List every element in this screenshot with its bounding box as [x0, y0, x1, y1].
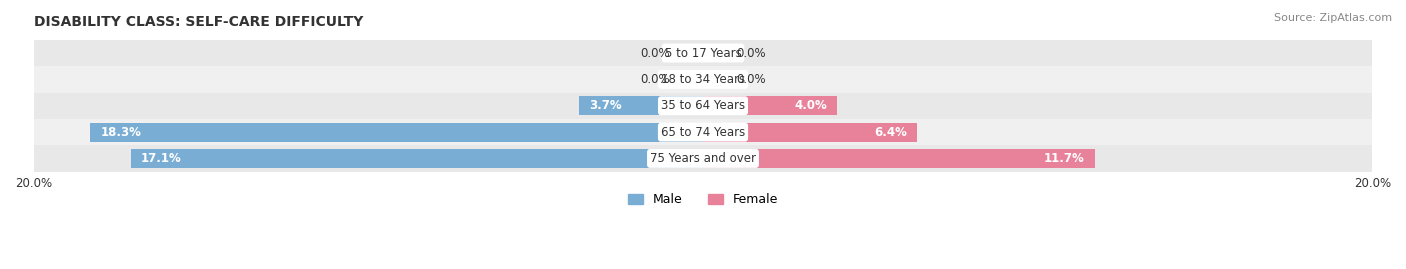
Legend: Male, Female: Male, Female	[623, 189, 783, 211]
Text: 0.0%: 0.0%	[737, 47, 766, 59]
Text: Source: ZipAtlas.com: Source: ZipAtlas.com	[1274, 13, 1392, 23]
Text: 3.7%: 3.7%	[589, 99, 621, 112]
Bar	[703, 123, 917, 141]
Bar	[131, 149, 703, 168]
Text: 4.0%: 4.0%	[794, 99, 827, 112]
Bar	[579, 96, 703, 115]
Text: 35 to 64 Years: 35 to 64 Years	[661, 99, 745, 112]
Bar	[34, 119, 1372, 145]
Text: 18 to 34 Years: 18 to 34 Years	[661, 73, 745, 86]
Bar	[34, 40, 1372, 66]
Text: 0.0%: 0.0%	[640, 73, 669, 86]
Text: DISABILITY CLASS: SELF-CARE DIFFICULTY: DISABILITY CLASS: SELF-CARE DIFFICULTY	[34, 15, 363, 29]
Text: 18.3%: 18.3%	[100, 126, 142, 139]
Text: 11.7%: 11.7%	[1043, 152, 1084, 165]
Bar	[34, 66, 1372, 93]
Text: 65 to 74 Years: 65 to 74 Years	[661, 126, 745, 139]
Bar	[90, 123, 703, 141]
Bar	[703, 149, 1095, 168]
Bar	[34, 93, 1372, 119]
Text: 5 to 17 Years: 5 to 17 Years	[665, 47, 741, 59]
Text: 6.4%: 6.4%	[875, 126, 907, 139]
Bar	[703, 96, 837, 115]
Bar	[34, 145, 1372, 172]
Text: 75 Years and over: 75 Years and over	[650, 152, 756, 165]
Text: 17.1%: 17.1%	[141, 152, 181, 165]
Text: 0.0%: 0.0%	[640, 47, 669, 59]
Text: 0.0%: 0.0%	[737, 73, 766, 86]
